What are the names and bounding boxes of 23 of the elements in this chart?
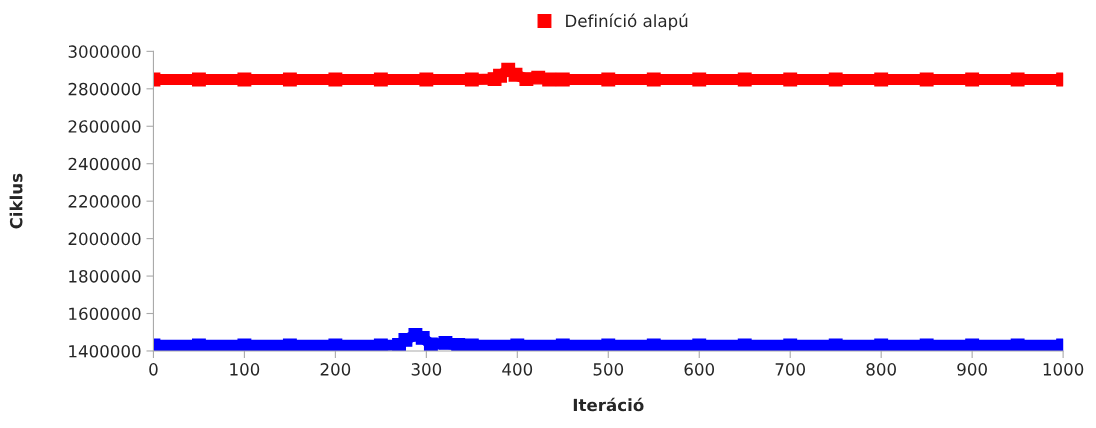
x-tick-label: 0 xyxy=(149,363,158,376)
y-tick-label: 3000000 xyxy=(68,45,141,58)
y-axis-title: Ciklus xyxy=(9,173,23,229)
y-tick-label: 2800000 xyxy=(68,82,141,96)
y-tick-label: 1600000 xyxy=(69,307,141,321)
y-tick-label: 2200000 xyxy=(68,195,141,208)
x-tick-label: 300 xyxy=(411,363,442,376)
y-tick-label: 1400000 xyxy=(69,344,141,358)
y-tick-label: 2400000 xyxy=(68,157,141,171)
x-tick-label: 100 xyxy=(230,363,260,376)
y-tick-label: 2600000 xyxy=(68,120,141,133)
x-tick-label: 800 xyxy=(866,363,896,376)
x-tick-label: 400 xyxy=(502,363,533,376)
x-tick-label: 900 xyxy=(957,363,987,376)
x-axis-title: Iteráció xyxy=(573,397,644,412)
x-tick-label: 700 xyxy=(775,363,806,376)
x-tick-label: 1000 xyxy=(1043,363,1084,376)
legend-label: Definíció alapú xyxy=(566,13,688,31)
x-tick-label: 600 xyxy=(684,363,715,376)
y-tick-label: 2000000 xyxy=(68,232,141,246)
x-tick-label: 500 xyxy=(593,363,624,376)
x-tick-label: 200 xyxy=(320,363,351,376)
y-tick-label: 1800000 xyxy=(69,270,141,283)
